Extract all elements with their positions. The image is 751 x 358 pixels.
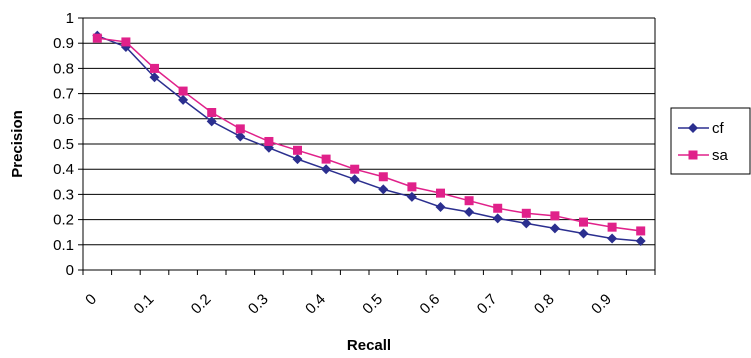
data-point-sa — [150, 63, 159, 73]
y-tick-label: 0 — [66, 262, 74, 279]
data-point-sa — [636, 226, 646, 236]
y-tick-label: 0.8 — [53, 60, 74, 77]
data-point-sa — [235, 124, 245, 134]
x-tick-label: 0.5 — [359, 291, 386, 318]
data-point-cf — [321, 164, 332, 175]
x-tick-label: 0.8 — [531, 291, 558, 318]
x-tick-label: 0.9 — [588, 291, 615, 318]
axes: 0 0.1 0.2 0.3 0.4 0.5 0.6 0.7 0.8 0.9 1 0 0.1 0.2 0.3 0… — [53, 10, 656, 318]
data-point-cf — [378, 184, 389, 195]
data-point-sa — [321, 154, 331, 164]
data-point-cf — [206, 116, 217, 127]
data-point-cf — [521, 218, 532, 229]
data-point-cf — [235, 131, 246, 142]
data-point-cf — [549, 223, 560, 234]
data-point-sa — [407, 182, 417, 192]
data-point-sa — [121, 37, 131, 47]
data-point-cf — [464, 207, 475, 218]
data-point-cf — [292, 154, 303, 165]
y-tick-label: 0.6 — [53, 111, 74, 128]
data-point-sa — [464, 196, 474, 206]
data-point-cf — [492, 213, 503, 224]
data-point-cf — [406, 191, 417, 202]
data-point-sa — [579, 217, 588, 227]
data-point-sa — [550, 211, 560, 221]
y-tick-label: 0.4 — [53, 161, 74, 178]
x-tick-label: 0.6 — [417, 291, 444, 318]
x-tick-label: 0.3 — [245, 291, 272, 318]
legend-marker-cf — [688, 123, 698, 133]
data-point-sa — [607, 222, 617, 232]
x-tick-label: 0 — [82, 291, 100, 309]
y-tick-label: 0.1 — [53, 237, 74, 254]
y-tick-label: 0.5 — [53, 136, 74, 153]
data-point-cf — [578, 228, 589, 239]
data-point-sa — [493, 203, 503, 213]
data-point-sa — [378, 172, 388, 182]
y-tick-label: 0.3 — [53, 186, 74, 203]
data-point-cf — [607, 233, 618, 244]
data-point-cf — [178, 94, 189, 105]
legend-box — [670, 107, 751, 175]
y-axis-title: Precision — [9, 110, 26, 178]
y-tick-label: 0.9 — [53, 35, 74, 52]
x-tick-label: 0.1 — [131, 291, 158, 318]
data-point-cf — [435, 202, 446, 212]
legend-label-sa: sa — [712, 147, 729, 164]
data-point-sa — [436, 188, 445, 198]
legend: cf sa — [670, 107, 751, 175]
gridlines — [83, 17, 655, 246]
data-point-sa — [521, 208, 531, 218]
y-tick-label: 1 — [66, 10, 74, 27]
data-point-sa — [178, 86, 188, 96]
data-point-sa — [293, 145, 302, 155]
x-axis-title: Recall — [347, 337, 391, 354]
data-point-sa — [207, 108, 217, 117]
data-point-sa — [350, 164, 360, 174]
y-tick-label: 0.7 — [53, 86, 74, 103]
x-tick-label: 0.7 — [474, 291, 501, 318]
data-point-cf — [349, 174, 360, 185]
series-line-sa — [97, 37, 641, 232]
y-tick-label: 0.2 — [53, 212, 74, 229]
legend-marker-sa — [688, 150, 698, 160]
x-tick-label: 0.2 — [188, 291, 215, 318]
legend-label-cf: cf — [712, 120, 725, 137]
series-line-cf — [97, 34, 641, 242]
data-point-cf — [149, 72, 160, 83]
data-point-sa — [264, 136, 274, 146]
data-point-cf — [635, 236, 646, 247]
series — [92, 30, 646, 247]
data-point-sa — [92, 33, 102, 43]
x-tick-label: 0.4 — [302, 291, 329, 318]
